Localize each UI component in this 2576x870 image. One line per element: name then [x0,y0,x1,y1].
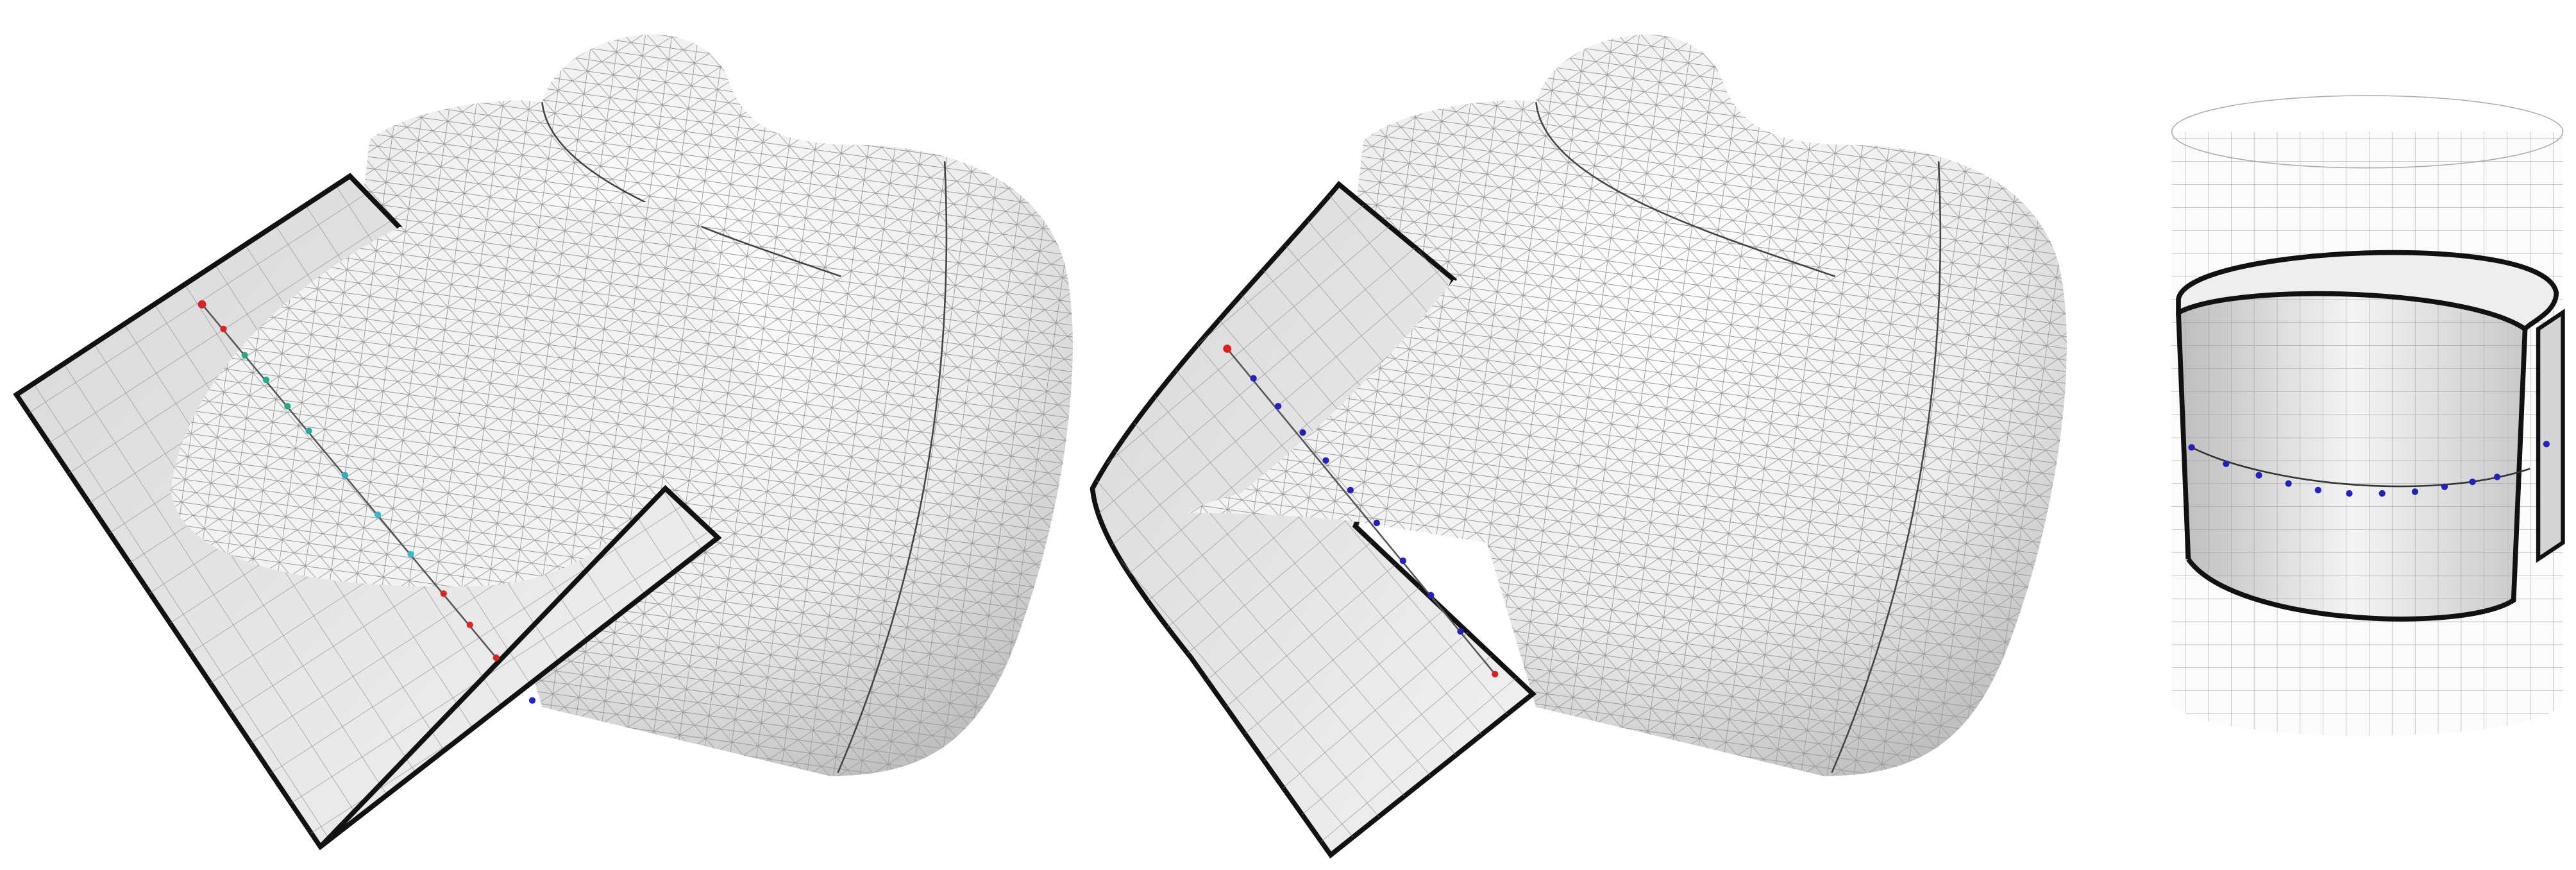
dots [2188,440,2550,497]
middle-model [1090,34,2067,859]
dots [198,300,536,704]
feature-curve [1535,102,1836,277]
blob-mesh [1322,34,2067,776]
band-top-rim [2176,250,2559,332]
feature-curve [541,102,842,277]
blob-overlap-mesh [1188,279,1536,543]
dot-line [1226,348,1496,675]
patch-outline [15,173,722,849]
feature-curve [837,161,948,773]
dots [1223,345,1499,678]
cylinder-model [2171,95,2565,736]
band-outline [2176,312,2528,622]
blob-overlap-mesh [171,197,773,587]
band-grid [2178,293,2525,619]
cylinder-top [2171,95,2564,169]
band-side [2536,309,2565,563]
left-model [13,34,1073,851]
dot-line [201,303,497,658]
feature-curve [1831,161,1942,773]
